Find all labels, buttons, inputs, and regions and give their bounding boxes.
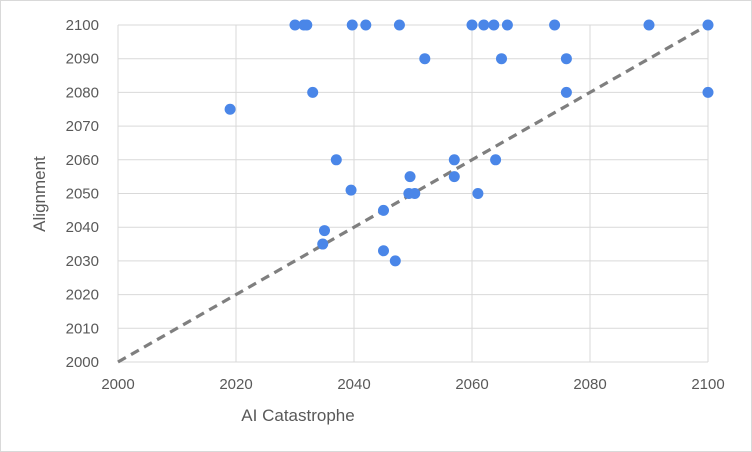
data-point xyxy=(378,245,389,257)
y-tick-label: 2080 xyxy=(66,84,99,101)
data-point xyxy=(560,53,572,65)
data-point xyxy=(404,171,416,183)
data-point xyxy=(490,154,502,166)
y-tick-label: 2040 xyxy=(66,219,99,236)
x-tick-label: 2020 xyxy=(219,376,252,393)
x-tick-label: 2060 xyxy=(455,376,488,393)
data-point xyxy=(346,19,358,31)
x-tick-labels: 2000 2020 2040 2060 2080 2100 xyxy=(101,376,724,393)
y-tick-label: 2060 xyxy=(66,152,99,169)
data-point xyxy=(643,19,655,31)
data-point xyxy=(488,19,500,31)
y-tick-label: 2100 xyxy=(66,17,99,34)
y-tick-label: 2000 xyxy=(66,354,99,371)
y-tick-label: 2010 xyxy=(66,320,99,337)
data-point xyxy=(448,171,460,183)
y-tick-label: 2020 xyxy=(66,287,99,304)
grid-lines xyxy=(117,24,709,363)
data-point xyxy=(478,19,490,31)
data-point xyxy=(419,53,431,65)
data-point xyxy=(317,238,329,250)
data-point xyxy=(393,19,405,31)
x-tick-label: 2000 xyxy=(101,376,134,393)
data-point xyxy=(466,19,478,31)
x-tick-label: 2080 xyxy=(573,376,606,393)
y-axis-title: Alignment xyxy=(30,156,49,232)
data-points xyxy=(224,19,714,267)
data-point xyxy=(472,188,484,199)
x-tick-label: 2040 xyxy=(337,376,370,393)
data-point xyxy=(496,53,507,65)
data-point xyxy=(345,184,357,196)
x-tick-label: 2100 xyxy=(691,376,724,393)
data-point xyxy=(560,86,572,98)
data-point xyxy=(389,255,401,267)
data-point xyxy=(702,86,714,98)
data-point xyxy=(501,19,513,31)
y-tick-label: 2070 xyxy=(66,118,99,135)
data-point xyxy=(330,154,342,166)
data-point xyxy=(448,154,460,166)
data-point xyxy=(224,103,236,115)
data-point xyxy=(289,19,301,31)
x-axis-title: AI Catastrophe xyxy=(241,406,354,425)
y-tick-labels: 2000 2010 2020 2030 2040 2050 2060 2070 2080 2090… xyxy=(66,17,99,371)
y-tick-label: 2090 xyxy=(66,51,99,68)
data-point xyxy=(409,188,421,199)
y-tick-label: 2050 xyxy=(66,186,99,203)
data-point xyxy=(378,204,389,216)
data-point xyxy=(307,86,319,98)
data-point xyxy=(360,19,372,31)
data-point xyxy=(549,19,561,31)
reference-line xyxy=(117,23,709,364)
y-tick-label: 2030 xyxy=(66,253,99,270)
data-point xyxy=(301,19,313,31)
data-point xyxy=(319,225,330,237)
data-point xyxy=(702,19,714,31)
reference-line-group xyxy=(117,23,709,364)
